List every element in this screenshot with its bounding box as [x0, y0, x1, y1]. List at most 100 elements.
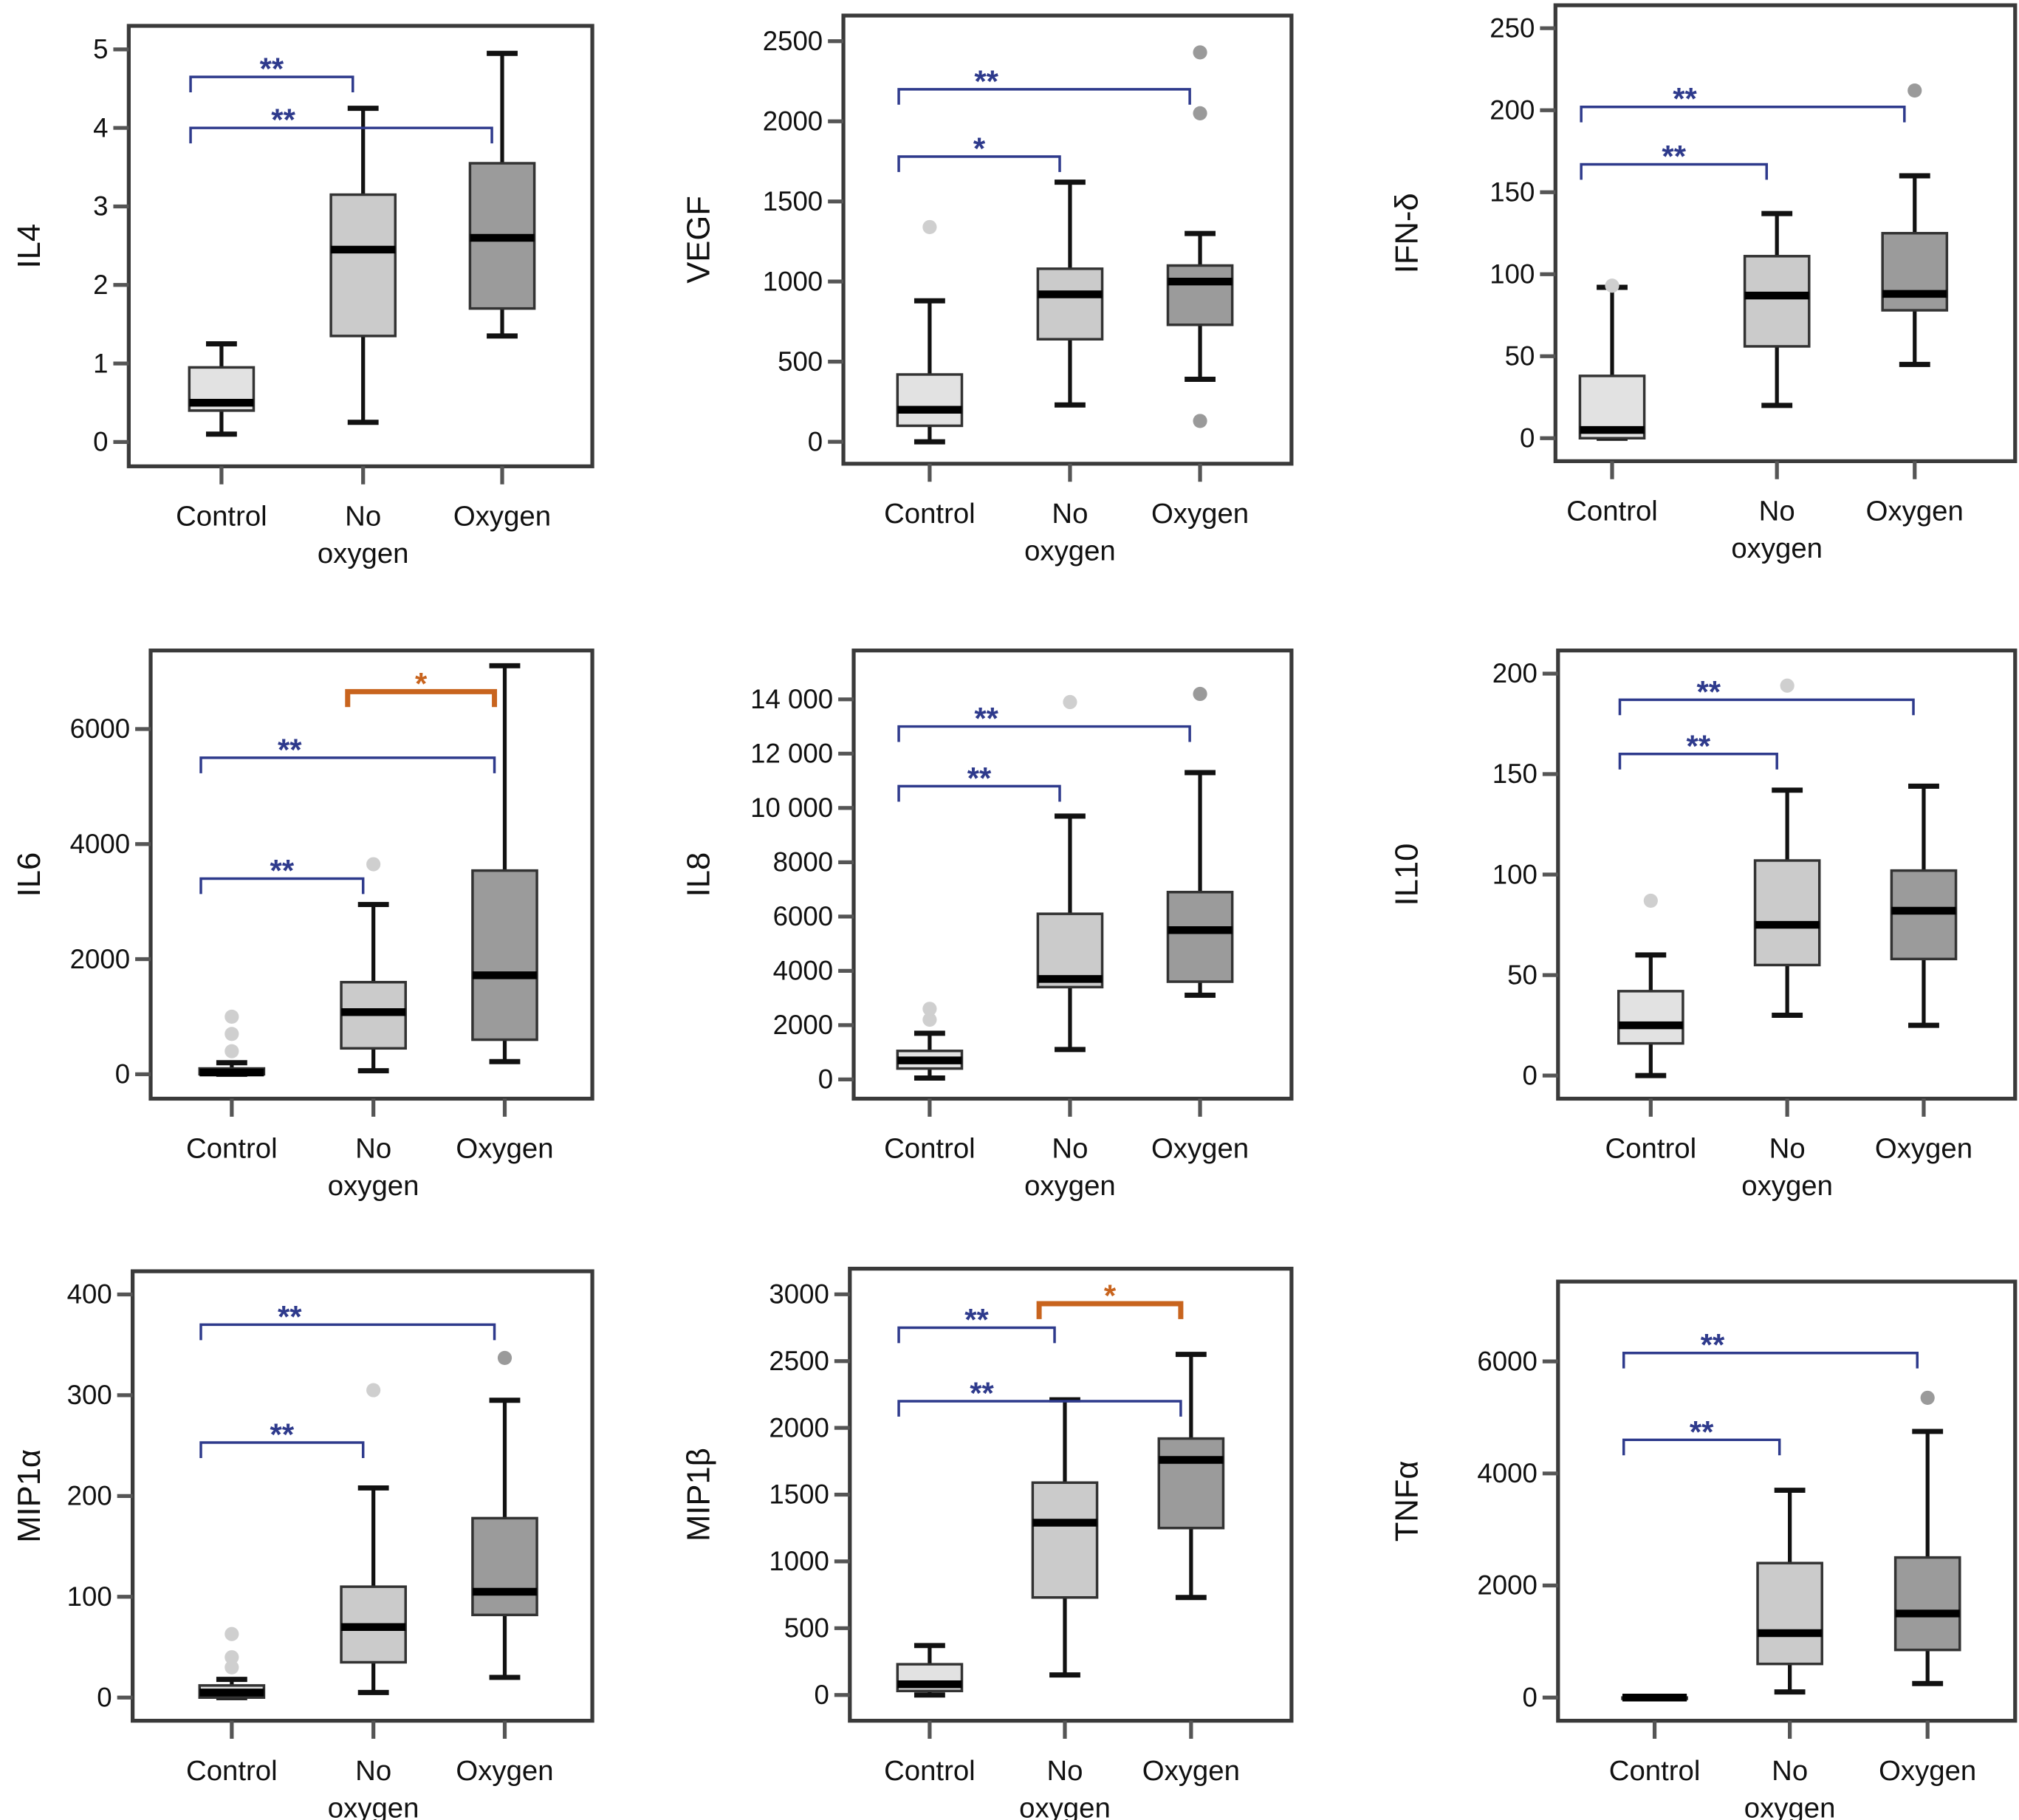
y-tick-label: 100 [1492, 859, 1538, 889]
significance-label: ** [270, 1417, 295, 1452]
significance-label: ** [260, 52, 284, 86]
y-tick-label: 2000 [1477, 1570, 1537, 1601]
significance-label: ** [278, 732, 302, 767]
outlier-point [1920, 1390, 1935, 1406]
x-tick-label: Oxygen [456, 1133, 553, 1165]
y-tick-label: 4000 [1477, 1458, 1537, 1488]
y-tick-label: 500 [784, 1613, 829, 1643]
significance-label: ** [964, 1302, 989, 1337]
y-tick-label: 200 [1490, 95, 1535, 125]
significance-bracket [199, 1323, 496, 1341]
y-tick-label: 14 000 [750, 684, 833, 714]
x-tick-label: Oxygen [1151, 498, 1249, 530]
x-tick-label: Oxygen [1142, 1755, 1240, 1787]
y-tick-label: 500 [778, 346, 823, 377]
x-tick-label: Control [1566, 496, 1658, 527]
y-tick-label: 2000 [769, 1412, 829, 1443]
y-tick-label: 8000 [773, 847, 833, 878]
y-tick-label: 0 [1520, 422, 1535, 453]
y-axis-label: VEGF [682, 196, 717, 284]
significance-label: ** [974, 64, 998, 98]
iqr-box [471, 1516, 538, 1617]
significance-bracket [345, 688, 498, 708]
y-tick-label: 4000 [773, 956, 833, 986]
significance-bracket [199, 756, 496, 773]
x-tick-label: No oxygen [1019, 1755, 1111, 1820]
y-tick-label: 0 [808, 426, 823, 456]
y-tick-label: 150 [1490, 177, 1535, 207]
significance-label: ** [278, 1299, 302, 1334]
significance-label: ** [967, 761, 992, 796]
box-oxygen [471, 663, 538, 1064]
significance-bracket [199, 877, 365, 894]
outlier-point [366, 1383, 381, 1398]
x-tick-label: Control [186, 1755, 278, 1787]
significance-bracket [897, 1400, 1182, 1417]
outlier-point [1193, 686, 1207, 702]
y-tick-label: 1000 [769, 1546, 829, 1576]
x-tick-label: No oxygen [1744, 1755, 1836, 1820]
y-tick-label: 0 [815, 1680, 829, 1710]
outlier-point [922, 1012, 937, 1027]
y-tick-label: 6000 [70, 714, 130, 744]
y-tick-label: 1000 [763, 266, 823, 296]
significance-bracket [1580, 162, 1768, 180]
outlier-point [1193, 45, 1207, 60]
y-tick-label: 0 [97, 1682, 112, 1712]
significance-label: ** [970, 1375, 994, 1410]
y-tick-label: 300 [67, 1380, 112, 1410]
y-tick-label: 2500 [769, 1346, 829, 1376]
box-oxygen [1881, 83, 1949, 367]
box-oxygen [471, 1350, 538, 1680]
box-control [1617, 893, 1684, 1078]
y-axis-label: MIP1β [682, 1448, 717, 1542]
outlier-point [1643, 893, 1658, 909]
panel-il8: 0 2000 4000 6000 8000 10 000 12 000 14 000 IL8 Co… [682, 649, 1294, 1202]
significance-bracket [199, 1441, 365, 1458]
iqr-box [1890, 869, 1958, 961]
significance-bracket [1622, 1438, 1781, 1456]
x-tick-label: No oxygen [328, 1133, 419, 1202]
x-tick-label: Control [1609, 1755, 1701, 1787]
significance-label: ** [1701, 1327, 1725, 1362]
y-axis-label: MIP1α [12, 1449, 47, 1543]
outlier-point [224, 1650, 239, 1665]
outlier-point [224, 1044, 239, 1058]
y-axis-label: IL10 [1390, 844, 1425, 906]
y-tick-label: 200 [1492, 658, 1538, 688]
box-no-oxygen [1756, 1488, 1823, 1695]
y-tick-label: 1500 [769, 1479, 829, 1510]
x-tick-label: Control [884, 1133, 976, 1165]
box-control [896, 1643, 964, 1698]
significance-bracket [897, 725, 1191, 742]
outlier-point [1605, 278, 1619, 293]
y-tick-label: 0 [818, 1064, 833, 1095]
panel-ifn-δ: 0 50 100 150 200 250 IFN-δ Control No oxygen Oxyge… [1390, 3, 2018, 564]
iqr-box [1753, 859, 1821, 967]
y-tick-label: 2000 [773, 1010, 833, 1040]
iqr-box [1743, 255, 1811, 348]
box-no-oxygen [1036, 694, 1104, 1053]
x-tick-label: Oxygen [453, 501, 551, 533]
outlier-point [224, 1660, 239, 1674]
box-control [896, 1002, 964, 1081]
box-oxygen [1890, 783, 1958, 1028]
box-no-oxygen [1753, 678, 1821, 1019]
significance-bracket [1622, 1351, 1919, 1369]
y-tick-label: 50 [1505, 341, 1535, 371]
outlier-point [1193, 106, 1207, 120]
significance-label: * [415, 666, 428, 701]
box-oxygen [468, 50, 536, 339]
significance-label: ** [1673, 81, 1697, 116]
y-tick-label: 4 [93, 112, 108, 143]
x-tick-label: No oxygen [1024, 1133, 1116, 1202]
significance-bracket [189, 126, 493, 144]
x-tick-label: Oxygen [1879, 1755, 1976, 1787]
panel-il4: 0 1 2 3 4 5 IL4 Control No oxygen Oxygen ** ** [12, 24, 594, 569]
y-tick-label: 10 000 [750, 793, 833, 823]
significance-label: ** [1690, 1414, 1714, 1449]
panel-vegf: 0 500 1000 1500 2000 2500 VEGF Control No oxygen O… [682, 13, 1294, 567]
y-tick-label: 6000 [773, 901, 833, 931]
box-control [1621, 1693, 1688, 1702]
box-no-oxygen [340, 1383, 407, 1695]
